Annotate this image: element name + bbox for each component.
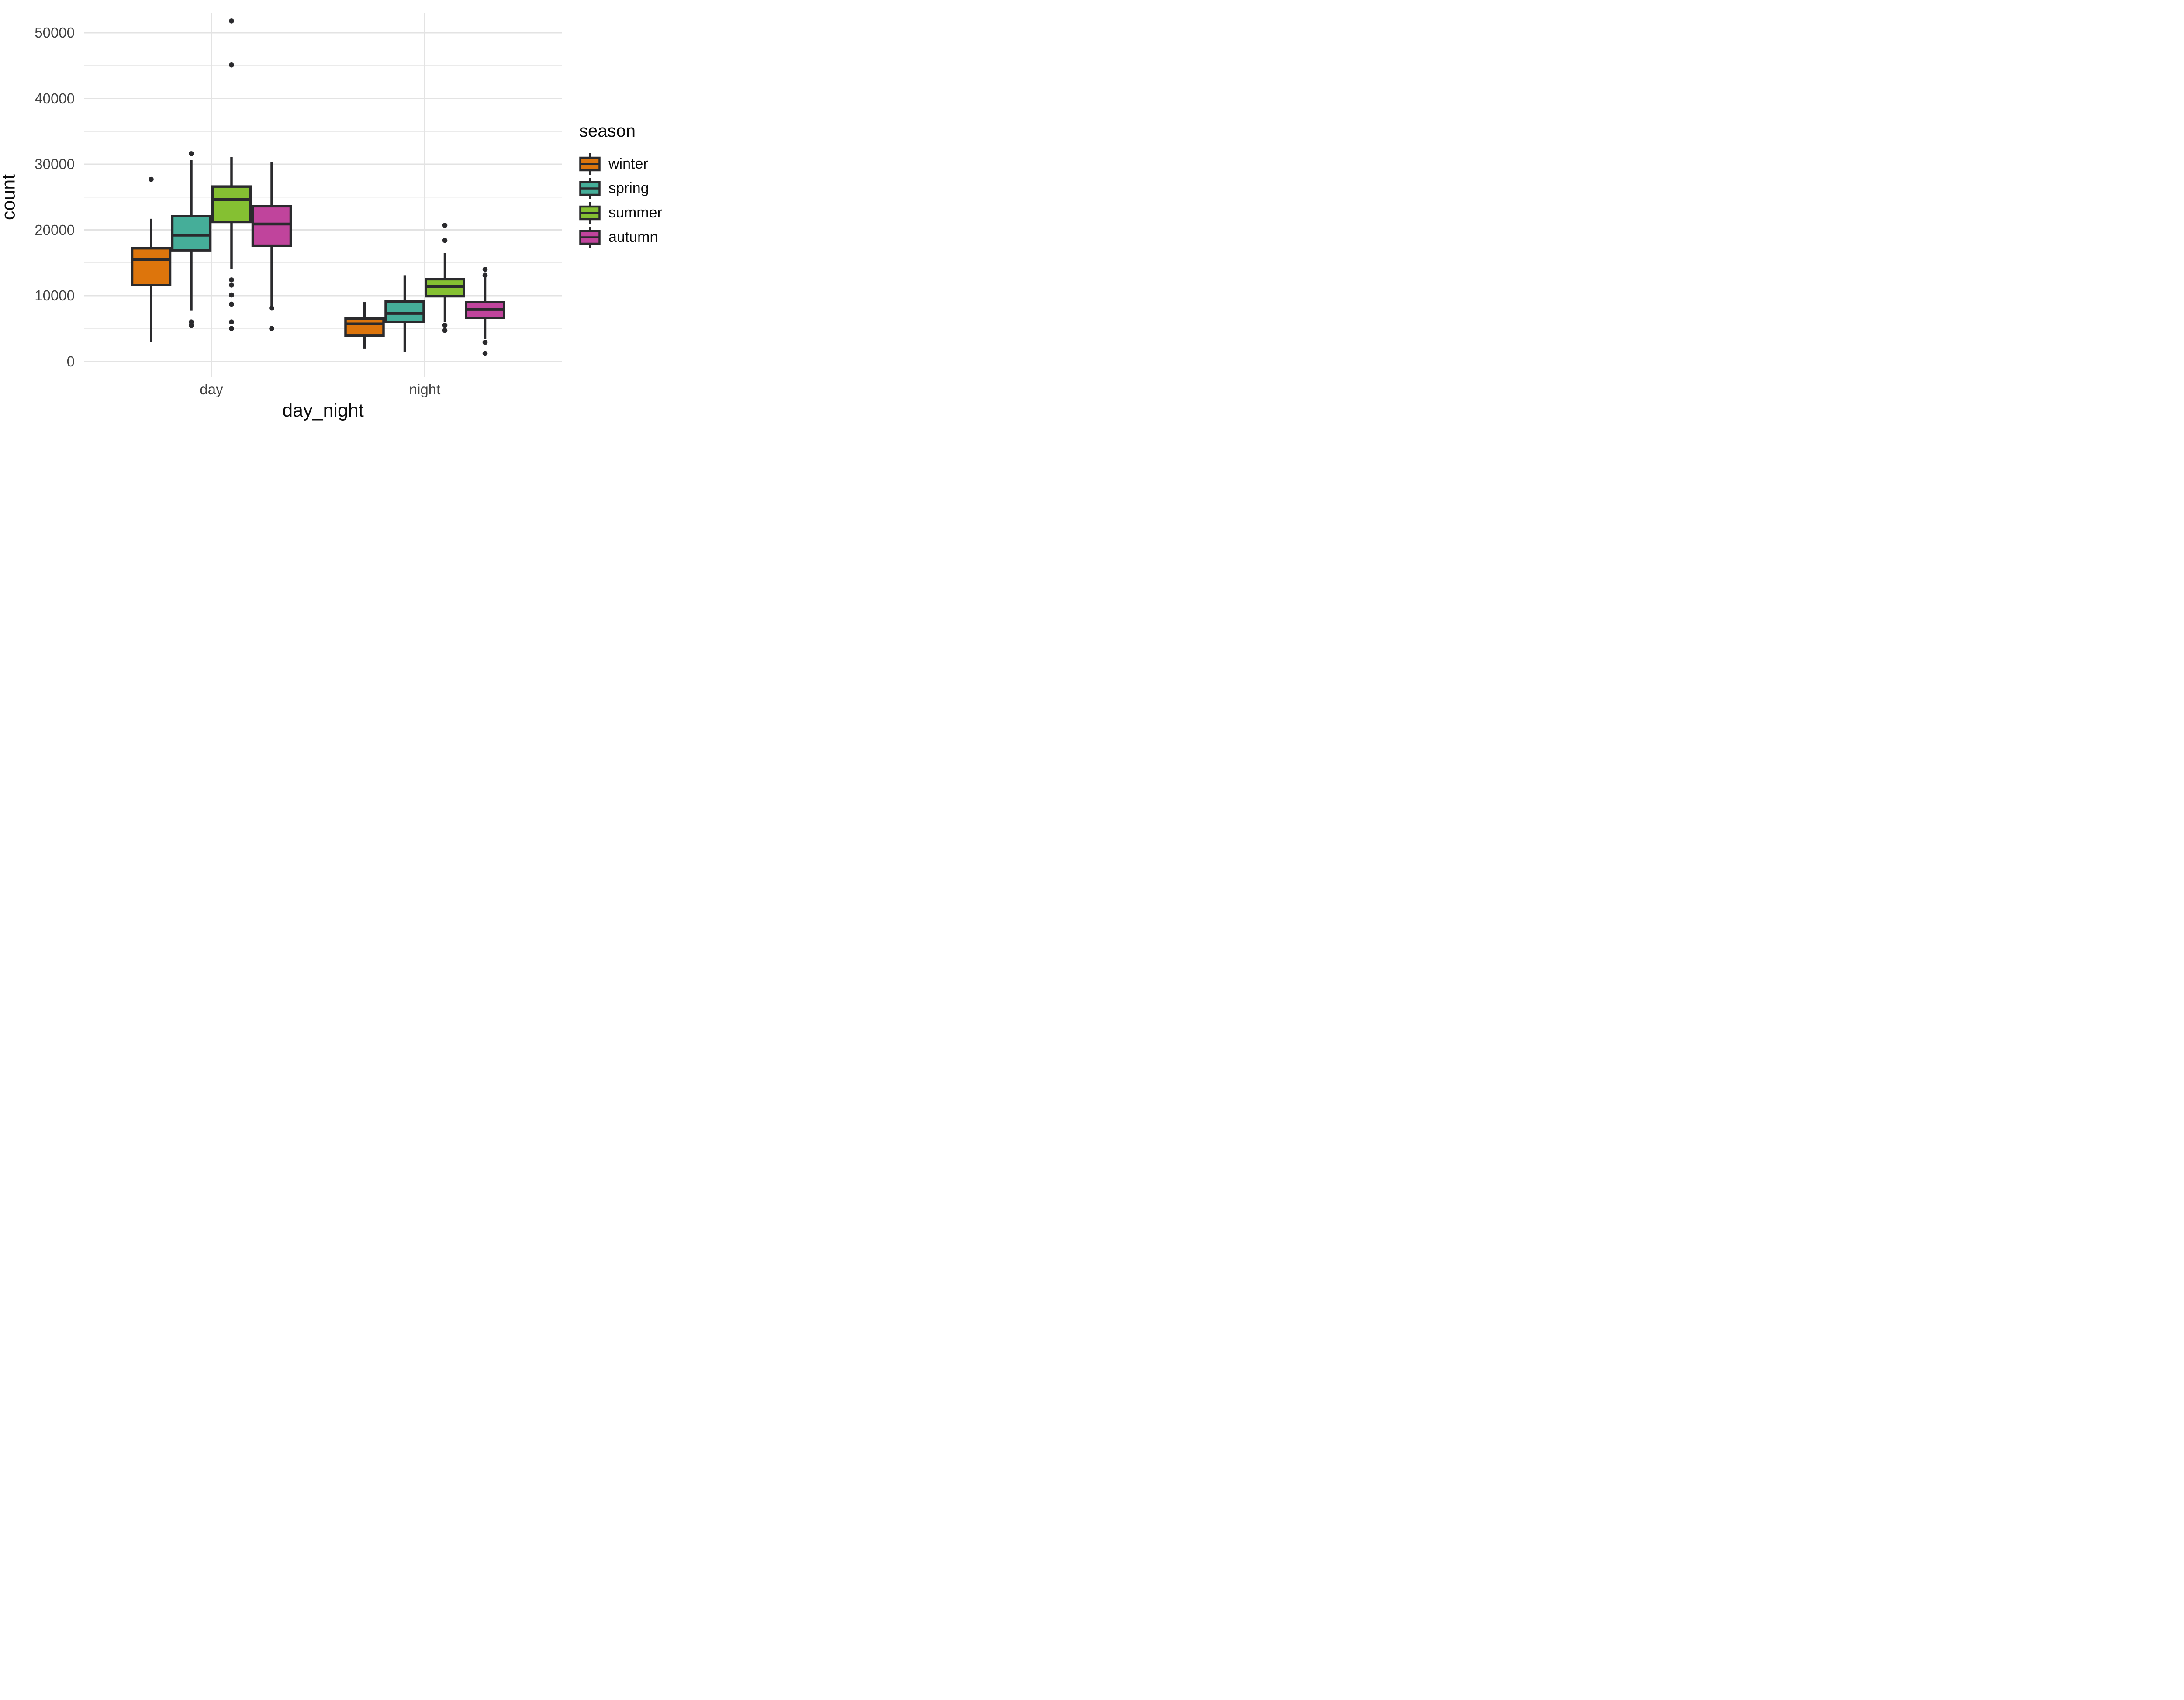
- box-summer-night-outlier: [442, 238, 448, 243]
- box-winter-night: [344, 317, 385, 337]
- y-tick-label-0: 0: [66, 353, 75, 369]
- box-winter-day-outlier: [149, 176, 154, 182]
- box-autumn-day: [251, 205, 292, 247]
- box-spring-day-outlier: [189, 151, 194, 156]
- box-summer-day-outlier: [229, 283, 234, 288]
- figure: count day_night 0 10000 20000 30000 40000 500…: [0, 0, 688, 425]
- legend-item-winter: winter: [579, 152, 662, 176]
- legend-key-icon: [579, 226, 601, 248]
- box-winter-day: [131, 247, 172, 286]
- y-tick-label-20000: 20000: [35, 221, 75, 238]
- legend-item-autumn: autumn: [579, 225, 662, 249]
- box-summer-day-outlier: [229, 326, 234, 331]
- y-axis-title: count: [0, 174, 19, 221]
- box-autumn-night-outlier: [482, 272, 488, 278]
- box-summer-day-outlier: [229, 319, 234, 324]
- box-autumn-day-outlier: [269, 326, 274, 331]
- box-summer-night-outlier: [442, 322, 448, 328]
- box-autumn-night-outlier: [482, 267, 488, 272]
- box-summer-night-outlier: [442, 223, 448, 228]
- box-summer-night-outlier: [442, 328, 448, 333]
- box-autumn-night-outlier: [482, 351, 488, 356]
- legend-key-icon: [579, 153, 601, 175]
- box-summer-day-outlier: [229, 18, 234, 24]
- box-autumn-night-outlier: [482, 340, 488, 345]
- legend-key-icon: [579, 177, 601, 199]
- legend-label: autumn: [608, 228, 658, 245]
- box-spring-day: [171, 215, 212, 252]
- box-summer-day-outlier: [229, 292, 234, 298]
- legend-items: winter spring summer autumn: [579, 152, 662, 249]
- y-tick-label-30000: 30000: [35, 156, 75, 172]
- box-spring-night: [384, 300, 425, 323]
- legend: season winter spring summer autumn: [579, 121, 662, 249]
- legend-label: summer: [608, 204, 662, 221]
- y-tick-label-50000: 50000: [35, 24, 75, 41]
- x-axis-title: day_night: [282, 400, 364, 421]
- legend-item-summer: summer: [579, 200, 662, 225]
- box-summer-day-outlier: [229, 301, 234, 307]
- y-tick-label-40000: 40000: [35, 90, 75, 107]
- x-tick-label-day: day: [200, 381, 223, 397]
- legend-title: season: [579, 121, 636, 141]
- x-tick-label-night: night: [409, 381, 441, 397]
- legend-key-icon: [579, 202, 601, 224]
- legend-label: spring: [608, 179, 649, 197]
- box-summer-day-outlier: [229, 62, 234, 68]
- legend-label: winter: [608, 155, 648, 172]
- y-tick-label-10000: 10000: [35, 287, 75, 303]
- box-summer-day: [211, 185, 252, 224]
- box-autumn-day-outlier: [269, 305, 274, 311]
- box-spring-day-outlier: [189, 322, 194, 328]
- legend-item-spring: spring: [579, 176, 662, 200]
- plot-panel: [84, 13, 562, 377]
- box-summer-day-outlier: [229, 277, 234, 283]
